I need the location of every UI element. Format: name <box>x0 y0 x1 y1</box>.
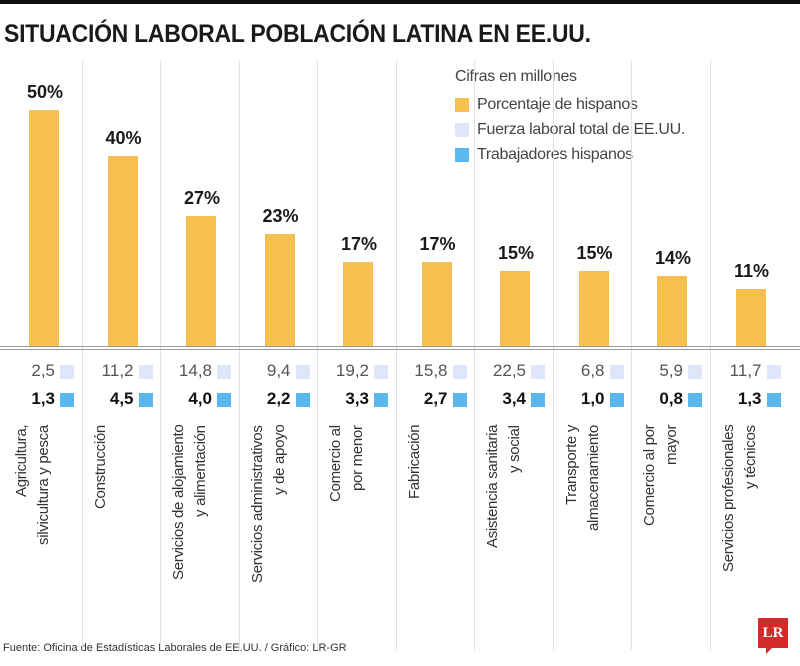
total-workforce-value: 5,9 <box>659 361 683 380</box>
category-label: Agricultura, silvicultura y pesca <box>13 425 52 545</box>
legend-label: Trabajadores hispanos <box>477 145 633 163</box>
category-label: Fabricación <box>405 425 423 500</box>
hispanic-workers-value: 4,0 <box>188 389 212 408</box>
hispanic-workers-swatch <box>217 393 231 407</box>
legend-title: Cifras en millones <box>455 68 577 85</box>
chart-title: SITUACIÓN LABORAL POBLACIÓN LATINA EN EE… <box>4 20 591 48</box>
hispanic-workers-swatch <box>531 393 545 407</box>
legend-item: Porcentaje de hispanos <box>455 92 685 117</box>
hispanic-workers-value: 2,2 <box>266 389 291 408</box>
hispanic-workers-value: 0,8 <box>659 389 683 408</box>
legend-item: Trabajadores hispanos <box>455 142 685 167</box>
bar <box>343 261 373 346</box>
total-workforce-swatch <box>295 365 310 379</box>
total-workforce-value: 22,5 <box>492 361 526 380</box>
column-divider <box>709 60 711 650</box>
hispanic-workers-value: 1,3 <box>737 389 762 408</box>
bar <box>578 271 609 346</box>
bar-label: 50% <box>26 82 64 102</box>
column-divider <box>160 60 161 650</box>
hispanic-workers-value: 2,7 <box>423 389 448 408</box>
category-label: Construcción <box>91 425 109 509</box>
legend-label: Fuerza laboral total de EE.UU. <box>477 120 685 138</box>
bar <box>421 261 452 346</box>
bar <box>29 110 59 346</box>
hispanic-workers-swatch <box>688 393 702 407</box>
legend-label: Porcentaje de hispanos <box>477 95 638 113</box>
bar-label: 17% <box>419 233 456 254</box>
column-divider <box>395 60 397 650</box>
total-workforce-value: 19,2 <box>335 361 369 380</box>
total-workforce-swatch <box>217 365 231 379</box>
hispanic-workers-value: 3,3 <box>345 389 369 408</box>
bar <box>657 275 687 346</box>
bar <box>735 289 766 346</box>
total-workforce-swatch <box>688 365 702 379</box>
total-workforce-value: 9,4 <box>266 361 291 380</box>
bar-label: 14% <box>654 247 692 268</box>
legend: Cifras en millones Porcentaje de hispano… <box>455 68 685 167</box>
bar-label: 23% <box>262 206 299 227</box>
hispanic-workers-value: 4,5 <box>109 389 134 408</box>
total-workforce-swatch <box>609 365 624 379</box>
column-divider <box>81 60 83 650</box>
total-workforce-swatch <box>452 365 467 379</box>
total-workforce-value: 11,2 <box>101 361 134 380</box>
bar <box>186 215 216 346</box>
category-label: Asistencia sanitaria y social <box>484 425 523 549</box>
bar-label: 11% <box>733 261 770 282</box>
bar <box>107 156 138 346</box>
hispanic-workers-value: 3,4 <box>502 389 526 408</box>
total-workforce-value: 11,7 <box>729 361 762 380</box>
category-label: Servicios profesionales y técnicos <box>719 425 759 573</box>
total-workforce-swatch <box>374 365 388 379</box>
category-label: Servicios administrativos y de apoyo <box>248 425 288 583</box>
bar-label: 40% <box>105 128 142 148</box>
column-divider <box>474 60 475 650</box>
column-divider <box>552 60 554 650</box>
legend-swatch <box>455 97 469 112</box>
column-divider <box>631 60 632 650</box>
hispanic-workers-swatch <box>295 393 310 407</box>
total-workforce-value: 14,8 <box>178 361 212 380</box>
legend-swatch <box>455 147 469 162</box>
bar-label: 27% <box>183 187 221 208</box>
hispanic-workers-value: 1,0 <box>580 389 605 408</box>
bar-label: 15% <box>497 243 535 263</box>
category-label: Transporte y almacenamiento <box>562 425 602 531</box>
category-label: Servicios de alojamiento y alimentación <box>170 425 209 581</box>
legend-item: Fuerza laboral total de EE.UU. <box>455 117 685 142</box>
bar <box>500 271 530 346</box>
total-workforce-swatch <box>531 365 545 379</box>
hispanic-workers-swatch <box>60 393 74 407</box>
baseline <box>0 349 800 350</box>
bar <box>264 234 295 346</box>
hispanic-workers-swatch <box>452 393 467 407</box>
total-workforce-value: 15,8 <box>414 361 448 380</box>
total-workforce-value: 6,8 <box>580 361 605 380</box>
legend-swatch <box>455 122 469 137</box>
bar-label: 17% <box>340 233 378 254</box>
column-divider <box>317 60 318 650</box>
hispanic-workers-swatch <box>609 393 624 407</box>
total-workforce-swatch <box>138 365 153 379</box>
top-rule <box>0 0 800 4</box>
hispanic-workers-swatch <box>374 393 388 407</box>
lr-logo: LR <box>758 618 788 654</box>
hispanic-workers-swatch <box>766 393 781 407</box>
category-label: Comercio al por menor <box>327 425 366 502</box>
category-label: Comercio al por mayor <box>641 425 680 527</box>
hispanic-workers-value: 1,3 <box>31 389 55 408</box>
total-workforce-swatch <box>60 365 74 379</box>
total-workforce-swatch <box>766 365 781 379</box>
column-divider <box>238 60 240 650</box>
total-workforce-value: 2,5 <box>31 361 55 380</box>
hispanic-workers-swatch <box>138 393 153 407</box>
source-note: Fuente: Oficina de Estadísticas Laborale… <box>3 642 347 654</box>
baseline <box>0 346 800 347</box>
bar-label: 15% <box>576 243 613 263</box>
